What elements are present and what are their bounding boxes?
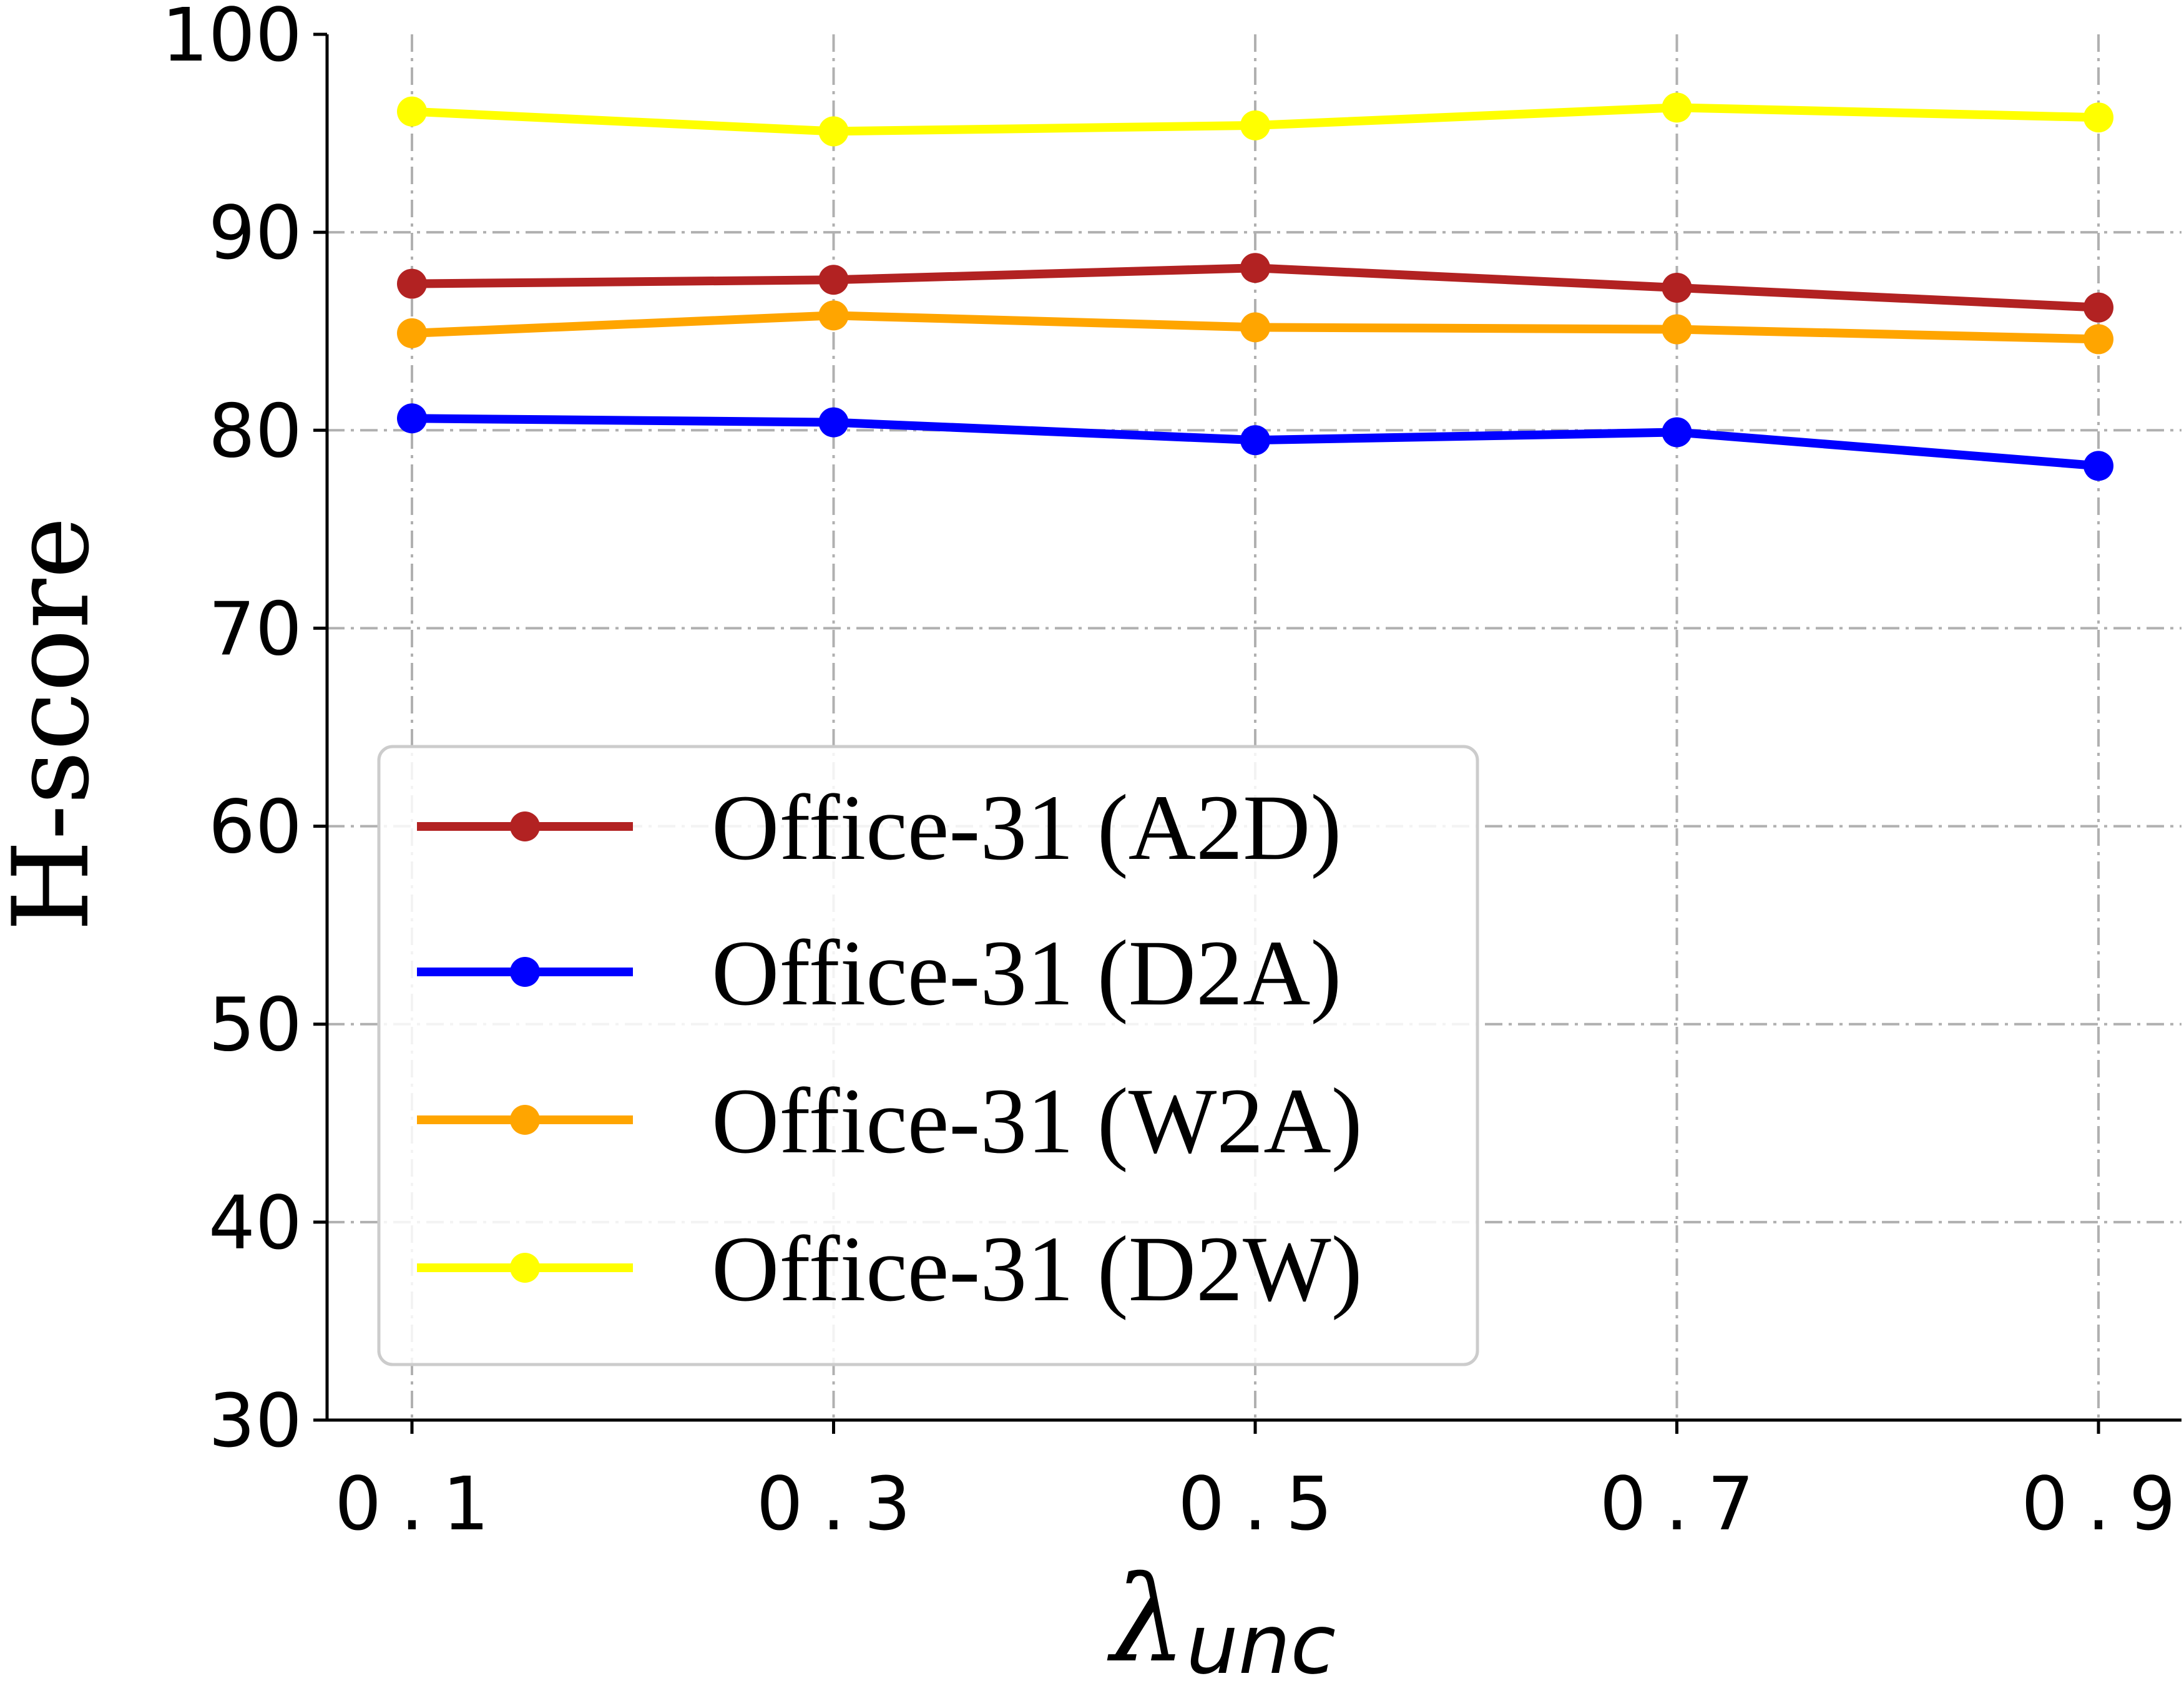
series-point-3-2	[1240, 110, 1270, 140]
y-tick-label: 80	[208, 388, 302, 474]
series-point-1-1	[818, 407, 849, 438]
legend-label-2: Office-31 (W2A)	[712, 1069, 1363, 1173]
y-tick-label: 30	[208, 1378, 302, 1464]
series-point-3-4	[2084, 102, 2113, 133]
legend-marker-1	[510, 957, 540, 987]
legend-marker-2	[510, 1105, 540, 1135]
series-point-1-2	[1240, 425, 1270, 456]
x-tick-label: 0.7	[1600, 1461, 1773, 1547]
series-point-0-2	[1240, 253, 1270, 283]
legend-label-0: Office-31 (A2D)	[712, 776, 1341, 880]
x-tick-label: 0.9	[2021, 1461, 2184, 1547]
y-tick-label: 60	[208, 784, 302, 870]
y-axis-label: H-score	[0, 517, 112, 931]
y-tick-label: 40	[208, 1180, 302, 1266]
series-lines	[397, 92, 2113, 481]
x-tick-label: 0.3	[757, 1461, 930, 1547]
legend-label-3: Office-31 (D2W)	[712, 1217, 1363, 1321]
x-tick-label: 0.5	[1178, 1461, 1351, 1547]
legend: Office-31 (A2D) Office-31 (D2A) Office-31 …	[377, 745, 1479, 1366]
legend-box	[377, 745, 1479, 1366]
y-tick-label: 90	[208, 190, 302, 276]
x-tick-label: 0.1	[335, 1461, 508, 1547]
series-point-2-4	[2084, 324, 2113, 355]
series-point-1-4	[2084, 451, 2113, 481]
series-point-3-3	[1662, 92, 1692, 123]
series-point-0-4	[2084, 292, 2113, 323]
series-point-2-2	[1240, 312, 1270, 343]
series-point-2-0	[397, 318, 427, 348]
y-tick-label: 70	[208, 586, 302, 672]
legend-marker-0	[510, 811, 540, 841]
series-point-0-3	[1662, 272, 1692, 303]
series-point-3-0	[397, 96, 427, 127]
series-point-0-0	[397, 268, 427, 299]
ticks: 30 40 50 60 70 80 90 100 0.1 0.3 0.5 0.7 0.9	[162, 0, 2184, 1547]
x-axis-label: λunc	[1107, 1551, 1336, 1681]
y-tick-label: 100	[162, 0, 302, 78]
series-point-2-1	[818, 300, 849, 331]
legend-marker-3	[510, 1253, 540, 1283]
legend-label-1: Office-31 (D2A)	[712, 921, 1341, 1025]
series-point-1-3	[1662, 417, 1692, 448]
x-axis-label-symbol: λ	[1107, 1551, 1186, 1681]
x-axis-label-subscript: unc	[1186, 1597, 1336, 1681]
series-point-2-3	[1662, 314, 1692, 345]
series-point-0-1	[818, 265, 849, 295]
series-point-3-1	[818, 116, 849, 147]
y-tick-label: 50	[208, 982, 302, 1068]
series-point-1-0	[397, 403, 427, 434]
